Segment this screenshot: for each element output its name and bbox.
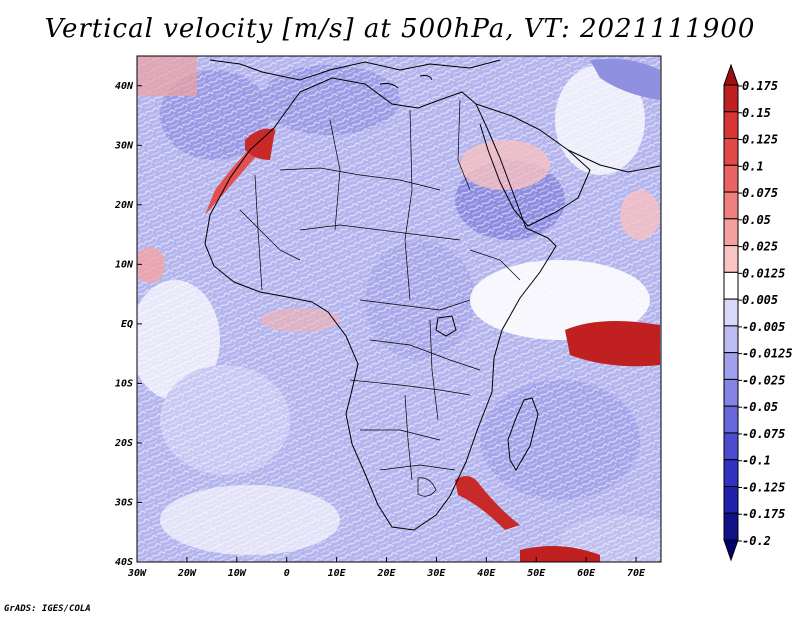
colorbar-label: 0.1 (742, 159, 764, 173)
colorbar-swatch (723, 432, 739, 461)
x-tick-label: 10E (328, 568, 347, 579)
x-tick-label: 10W (228, 568, 247, 579)
colorbar-label: 0.15 (742, 106, 771, 120)
lake-victoria (435, 315, 457, 337)
colorbar-label: -0.005 (742, 320, 785, 334)
africa-coastline (204, 77, 557, 531)
y-tick-label: 30S (114, 497, 133, 508)
colorbar-swatch (723, 138, 739, 166)
y-tick-label: 20S (114, 438, 133, 449)
colorbar-swatch (723, 325, 739, 354)
colorbar-swatch (723, 84, 739, 113)
colorbar-label: 0.025 (742, 240, 778, 254)
x-tick-label: 60E (577, 568, 596, 579)
colorbar-swatch (723, 111, 739, 140)
arabian-peninsula-outline (475, 103, 591, 227)
colorbar-label: 0.0125 (742, 266, 785, 280)
colorbar-cap-top (723, 63, 739, 86)
colorbar-label: -0.1 (742, 454, 771, 468)
colorbar-swatch (723, 512, 739, 541)
asia-coastline (567, 149, 661, 173)
x-tick-label: 30E (426, 568, 446, 579)
chart-title: Vertical velocity [m/s] at 500hPa, VT: 2… (44, 14, 756, 44)
coastlines-and-borders (204, 59, 661, 531)
colorbar-swatch (723, 459, 739, 487)
colorbar: 0.175 0.15 0.125 0.1 0.075 0.05 0.025 0.0125 0.0… (723, 63, 793, 562)
mediterranean-islands (379, 75, 433, 89)
colorbar-swatch (723, 191, 739, 220)
colorbar-swatch (723, 218, 739, 247)
ascent-zones (137, 56, 660, 562)
x-axis: 30W 20W 10W 0 10E 20E 30E 40E 50E 60E 70E (127, 557, 646, 579)
colorbar-label: -0.0125 (742, 347, 793, 361)
x-tick-label: 40E (477, 568, 496, 579)
colorbar-label: -0.175 (742, 507, 785, 521)
colorbar-swatch (723, 378, 739, 407)
colorbar-label: -0.2 (742, 534, 771, 548)
europe-coastline (209, 59, 501, 81)
colorbar-label: 0.125 (742, 133, 778, 147)
colorbar-label: -0.025 (742, 373, 785, 387)
colorbar-cap-bottom (723, 539, 739, 562)
y-tick-label: 10S (115, 378, 133, 389)
colorbar-label: 0.075 (742, 186, 778, 200)
y-tick-label: 40N (115, 81, 134, 92)
map-frame (136, 55, 662, 563)
x-tick-label: 50E (527, 568, 546, 579)
y-tick-label: EQ (121, 319, 133, 330)
colorbar-label: 0.005 (742, 293, 778, 307)
colorbar-label: -0.075 (742, 427, 785, 441)
colorbar-swatch (723, 298, 739, 327)
colorbar-label: -0.05 (742, 400, 778, 414)
y-tick-label: 40S (115, 557, 133, 568)
madagascar-outline (507, 397, 539, 471)
colorbar-swatch (723, 485, 739, 514)
y-tick-label: 30N (114, 140, 134, 151)
x-tick-label: 20W (177, 568, 197, 579)
colorbar-swatch (723, 271, 739, 300)
x-tick-label: 0 (284, 568, 290, 579)
colorbar-swatch (723, 245, 739, 273)
y-tick-label: 10N (115, 259, 134, 270)
y-axis: 40N 30N 20N 10N EQ 10S 20S 30S 40S (114, 81, 142, 568)
grads-credit: GrADS: IGES/COLA (4, 604, 91, 614)
colorbar-label: 0.05 (742, 213, 771, 227)
y-tick-label: 20N (114, 200, 134, 211)
x-tick-label: 30W (127, 568, 147, 579)
colorbar-swatch (723, 405, 739, 434)
x-tick-label: 20E (376, 568, 396, 579)
map-field (137, 56, 661, 562)
colorbar-label: -0.125 (742, 480, 785, 494)
colorbar-swatch (723, 352, 739, 380)
colorbar-swatch (723, 164, 739, 193)
country-borders (239, 99, 521, 497)
colorbar-label: 0.175 (742, 79, 778, 93)
x-tick-label: 70E (627, 568, 646, 579)
